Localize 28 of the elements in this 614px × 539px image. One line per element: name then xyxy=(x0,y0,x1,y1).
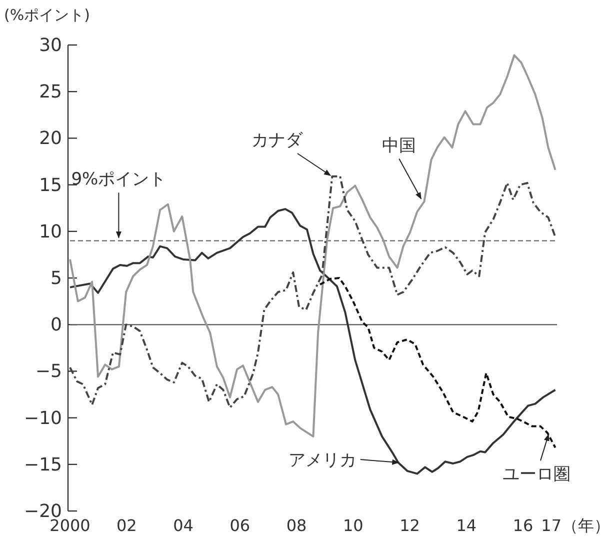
y-tick-label: 15 xyxy=(39,174,62,196)
annotation: ユーロ圏 xyxy=(502,434,570,485)
x-axis-title: （年） xyxy=(562,516,610,535)
x-tick-label: 02 xyxy=(116,516,137,535)
annotation: カナダ xyxy=(251,130,304,150)
annotation: アメリカ xyxy=(288,450,356,471)
y-tick-label: −5 xyxy=(35,361,62,382)
x-tick-label: 14 xyxy=(456,516,477,535)
y-tick-label: 0 xyxy=(50,314,62,336)
x-tick-label: 10 xyxy=(342,516,364,535)
annotation: 中国 xyxy=(382,136,416,156)
annotation: ユーロ圏 xyxy=(502,464,571,485)
y-tick-label: 25 xyxy=(39,82,62,103)
x-tick-label: 06 xyxy=(230,516,250,535)
y-tick-label: 5 xyxy=(50,268,62,289)
y-tick-label: 30 xyxy=(39,35,62,56)
annotation: アメリカ xyxy=(288,450,400,471)
x-tick-label: 04 xyxy=(173,516,194,535)
x-tick-label: 17 xyxy=(541,516,562,535)
x-tick-label: 08 xyxy=(286,516,307,535)
y-axis-title: (%ポイント) xyxy=(4,6,90,24)
y-tick-label: 10 xyxy=(39,221,62,242)
x-tick-label: 12 xyxy=(400,516,420,535)
y-tick-label: −15 xyxy=(24,454,62,476)
y-tick-label: 20 xyxy=(39,128,62,150)
ref-line-label: 9%ポイント xyxy=(71,170,166,190)
x-tick-label: 16 xyxy=(512,516,534,535)
y-tick-label: −10 xyxy=(24,408,62,429)
